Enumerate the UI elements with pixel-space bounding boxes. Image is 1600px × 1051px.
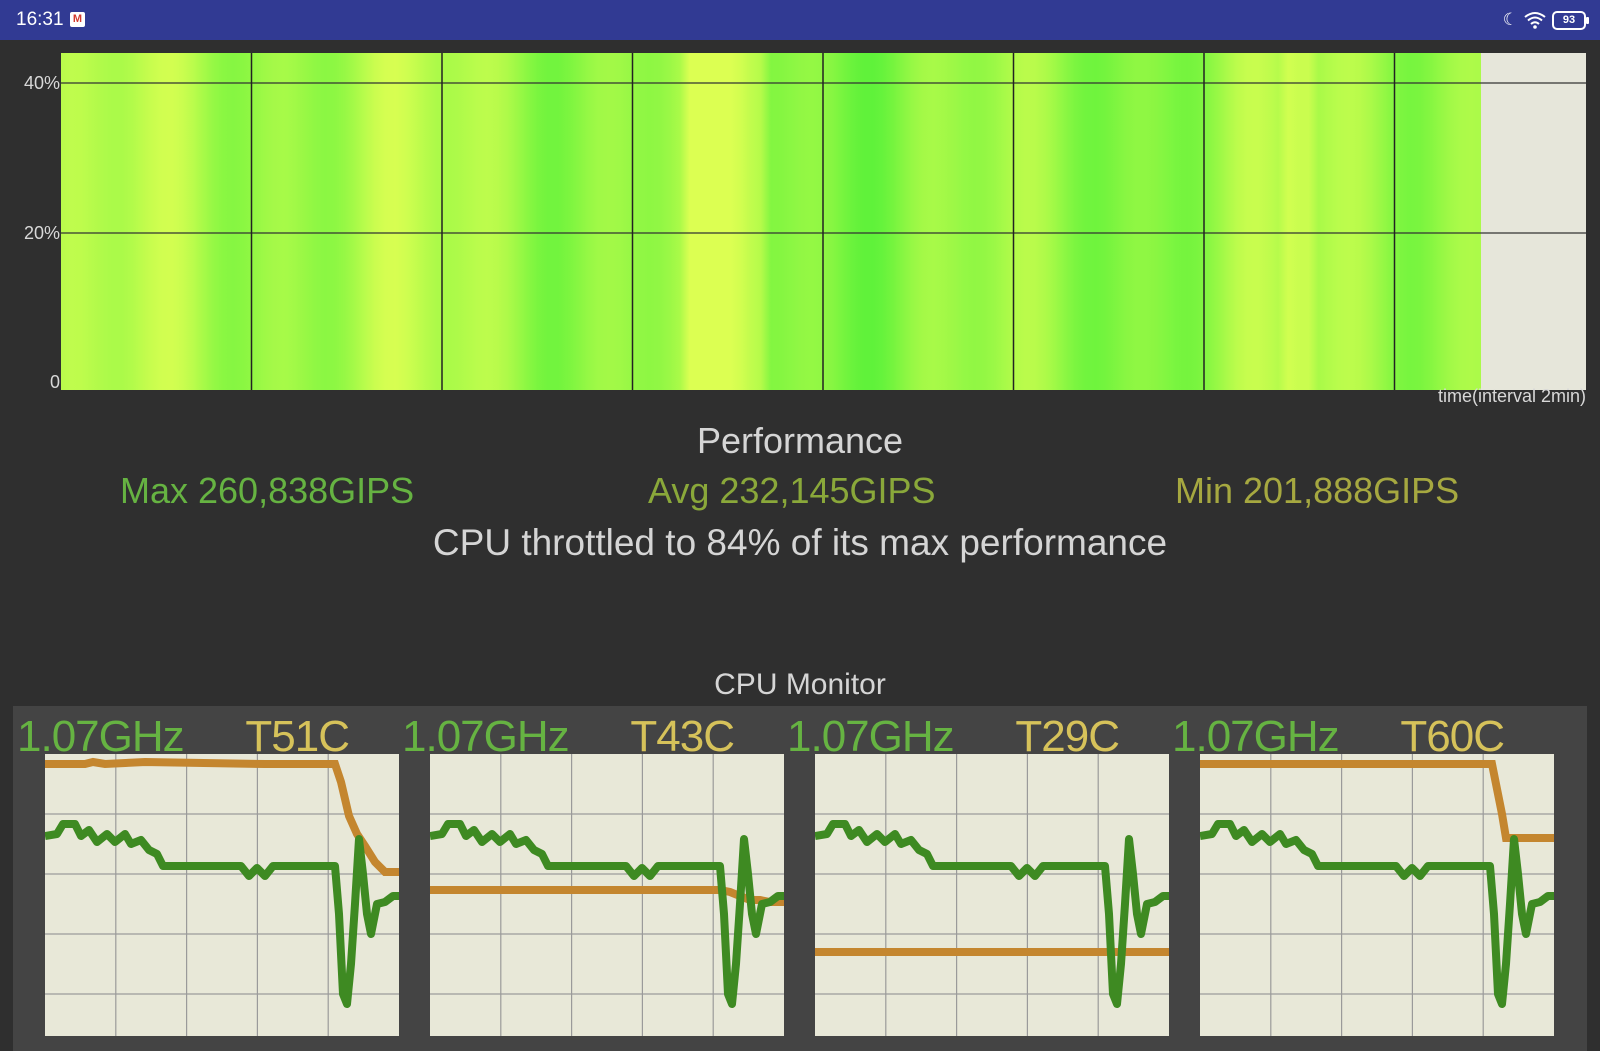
- cpu-monitor-panel: 1.07GHz T51C 1.07GHz T43C 1.07GHz T29C 1…: [13, 706, 1587, 1051]
- core-temperature: T43C: [630, 712, 735, 761]
- avg-performance-stat: Avg 232,145GIPS: [648, 470, 936, 511]
- time-axis-label: time(interval 2min): [1437, 386, 1586, 406]
- core-frequency-line: [430, 820, 784, 1008]
- wifi-icon: [1524, 12, 1546, 29]
- y-tick-40: 40%: [23, 73, 60, 93]
- cpu-core-4: 1.07GHz T60C: [1168, 706, 1554, 1051]
- battery-icon: 93: [1552, 10, 1589, 30]
- heatmap-performance-band: [61, 53, 1481, 390]
- y-tick-20: 20%: [23, 223, 60, 243]
- throttle-message: CPU throttled to 84% of its max performa…: [432, 522, 1168, 563]
- core-graph: [1200, 754, 1554, 1036]
- cpu-core-2: 1.07GHz T43C: [398, 706, 784, 1051]
- cpu-core-1: 1.07GHz T51C: [13, 706, 399, 1051]
- gmail-icon: M: [70, 12, 85, 27]
- core-temperature: T60C: [1400, 712, 1505, 761]
- do-not-disturb-moon-icon: ☾: [1502, 10, 1518, 29]
- max-performance-stat: Max 260,838GIPS: [120, 470, 415, 511]
- core-temperature: T29C: [1015, 712, 1120, 761]
- core-temperature: T51C: [245, 712, 350, 761]
- core-graph: [430, 754, 784, 1036]
- y-tick-0: 0: [49, 372, 60, 392]
- cpu-monitor-title: CPU Monitor: [714, 668, 886, 701]
- core-graph: [815, 754, 1169, 1036]
- core-frequency: 1.07GHz: [1172, 712, 1340, 761]
- core-frequency-line: [45, 820, 399, 1008]
- core-frequency: 1.07GHz: [787, 712, 955, 761]
- cpu-core-3: 1.07GHz T29C: [783, 706, 1169, 1051]
- core-graph: [45, 754, 399, 1036]
- status-bar: 16:31 M ☾ 93: [0, 0, 1600, 40]
- core-frequency-line: [1200, 820, 1554, 1008]
- core-temperature-line: [45, 757, 399, 876]
- min-performance-stat: Min 201,888GIPS: [1175, 470, 1460, 511]
- status-time: 16:31: [16, 9, 64, 30]
- status-icons: ☾ 93: [1502, 8, 1589, 32]
- core-frequency-line: [815, 820, 1169, 1008]
- core-frequency: 1.07GHz: [17, 712, 185, 761]
- performance-title: Performance: [696, 420, 904, 461]
- performance-heatmap-chart: [61, 53, 1586, 390]
- core-frequency: 1.07GHz: [402, 712, 570, 761]
